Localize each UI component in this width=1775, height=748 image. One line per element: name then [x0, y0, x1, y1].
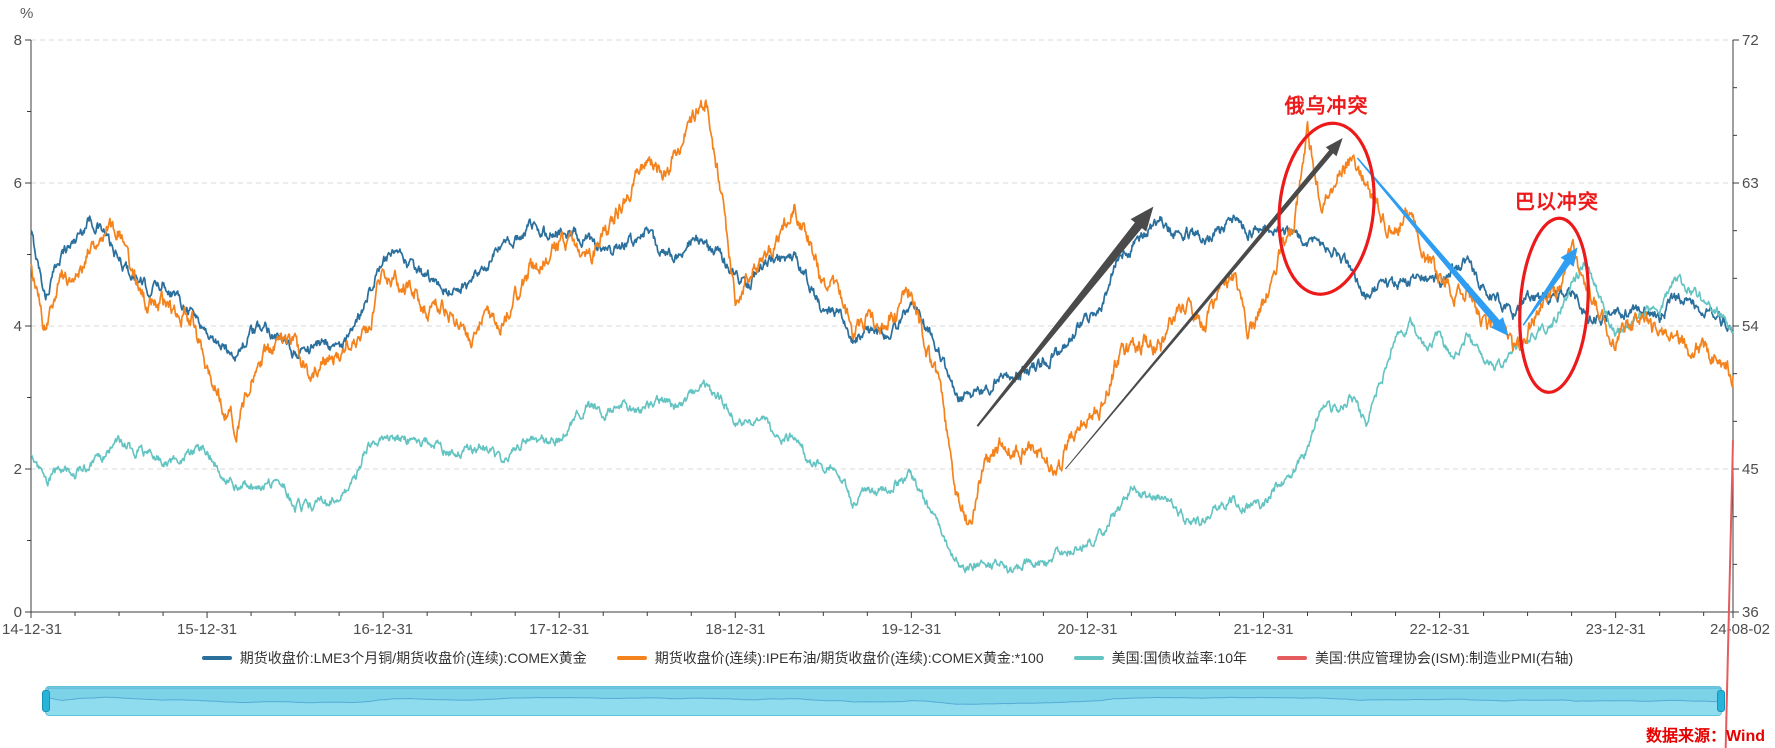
legend-marker-red: [1276, 656, 1307, 660]
legend-label: 期货收盘价:LME3个月铜/期货收盘价(连续):COMEX黄金: [239, 650, 587, 666]
annotation-arrow-dark-thick: [976, 206, 1154, 427]
x-axis-tick-label: 23-12-31: [1586, 621, 1646, 638]
data-source-label: 数据来源：Wind: [1646, 728, 1765, 745]
y-axis-tick-label-right: 72: [1742, 32, 1759, 49]
grid-lines: [31, 39, 1733, 470]
legend-item-copper-gold-ratio[interactable]: 期货收盘价:LME3个月铜/期货收盘价(连续):COMEX黄金: [201, 648, 587, 668]
series-line-0: [30, 214, 1734, 403]
x-axis-tick-label: 16-12-31: [353, 621, 413, 638]
x-axis-tick-label: 17-12-31: [529, 621, 589, 638]
x-axis-tick-label: 15-12-31: [177, 621, 237, 638]
annotation-ellipse: [1518, 216, 1590, 394]
x-axis-tick-label: 20-12-31: [1057, 621, 1117, 638]
x-axis-tick-label: 24-08-02: [1710, 621, 1770, 638]
annotation-ellipse: [1277, 121, 1376, 296]
x-axis-tick-label: 22-12-31: [1410, 621, 1470, 638]
legend-marker-blue: [201, 656, 232, 660]
slider-handle-right[interactable]: [1717, 690, 1725, 712]
y-axis-tick-label-right: 45: [1742, 461, 1759, 478]
x-axis-tick-label: 14-12-31: [2, 621, 62, 638]
legend-marker-teal: [1073, 656, 1104, 660]
series-lines: [30, 99, 1734, 748]
y-axis-tick-label-left: 8: [14, 32, 22, 49]
y-axis-tick-label-left: 6: [14, 175, 22, 192]
x-axis-tick-label: 18-12-31: [705, 621, 765, 638]
legend-label: 美国:供应管理协会(ISM):制造业PMI(右轴): [1314, 650, 1574, 666]
x-axis-tick-label: 19-12-31: [881, 621, 941, 638]
axes: 0 2 4 6 8 36 45 54 63 72 14-12-31 15-12-31 16-12-31 1…: [2, 32, 1770, 638]
slider-silhouette: [47, 687, 1722, 705]
y-axis-tick-label-left: 0: [14, 604, 22, 621]
legend-item-us-10y-yield[interactable]: 美国:国债收益率:10年: [1073, 648, 1247, 668]
series-line-2: [30, 261, 1734, 574]
annotations: [976, 121, 1590, 470]
y-axis-tick-label-right: 54: [1742, 318, 1759, 335]
annotation-arrow-blue: [1356, 157, 1509, 336]
legend-label: 期货收盘价(连续):IPE布油/期货收盘价(连续):COMEX黄金:*100: [654, 650, 1044, 666]
y-axis-unit-label: %: [20, 5, 34, 22]
legend-item-ism-pmi[interactable]: 美国:供应管理协会(ISM):制造业PMI(右轴): [1276, 648, 1574, 668]
annotation-arrow-blue: [1522, 247, 1578, 326]
y-axis-tick-label-right: 36: [1742, 604, 1759, 621]
legend-marker-orange: [616, 656, 647, 660]
annotation-arrow-dark-thin: [1065, 138, 1343, 470]
slider-overview-chart: [47, 687, 1722, 705]
y-axis-tick-label-left: 2: [14, 461, 22, 478]
legend-item-brent-gold-ratio[interactable]: 期货收盘价(连续):IPE布油/期货收盘价(连续):COMEX黄金:*100: [616, 648, 1044, 668]
y-axis-tick-label-right: 63: [1742, 175, 1759, 192]
x-axis-tick-label: 21-12-31: [1233, 621, 1293, 638]
slider-handle-left[interactable]: [42, 690, 50, 712]
date-range-slider[interactable]: [42, 686, 1725, 716]
annotation-label-israel-palestine: 巴以冲突: [1514, 191, 1599, 214]
y-axis-tick-label-left: 4: [14, 318, 22, 335]
annotation-label-russia-ukraine: 俄乌冲突: [1284, 95, 1369, 118]
legend-label: 美国:国债收益率:10年: [1111, 650, 1247, 666]
series-line-1: [30, 99, 1734, 526]
legend: 期货收盘价:LME3个月铜/期货收盘价(连续):COMEX黄金 期货收盘价(连续…: [0, 648, 1775, 668]
